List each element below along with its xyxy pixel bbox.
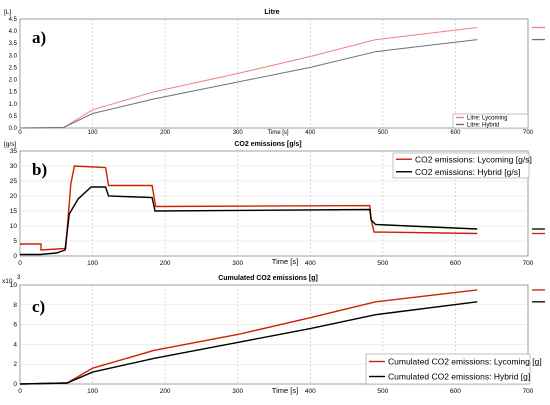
y-unit-label: [g/s] <box>4 141 16 148</box>
y-tick-label: 8 <box>13 302 17 309</box>
y-tick-label: 2.0 <box>9 78 18 84</box>
y-unit-label: [L] <box>4 9 11 16</box>
x-tick-label: 700 <box>523 260 534 267</box>
x-tick-label: 200 <box>160 130 171 136</box>
legend-label: Cumulated CO2 emissions: Lycoming [g] <box>388 357 542 367</box>
x-tick-label: 600 <box>450 260 461 267</box>
chart-title: CO2 emissions [g/s] <box>234 141 301 148</box>
panel-3: Cumulated CO2 emissions [g]x10 30 100 200 30… <box>2 275 545 395</box>
y-tick-label: 0.0 <box>9 126 18 132</box>
x-tick-label: 400 <box>305 260 316 267</box>
legend-box <box>392 152 530 179</box>
y-tick-label: 6 <box>13 322 17 329</box>
x-tick-label: 0 <box>18 388 22 395</box>
y-tick-label: 35 <box>10 148 18 155</box>
y-tick-label: 4.5 <box>9 17 18 23</box>
series-line-hybrid <box>19 39 478 129</box>
x-tick-label: 700 <box>523 130 534 136</box>
x-axis-label: Time [s] <box>272 257 298 266</box>
series-line-lycoming <box>19 27 478 129</box>
legend-label: Litre: Lycoming <box>467 116 507 122</box>
y-tick-label: 3.5 <box>9 41 18 47</box>
y-tick-label: 0 <box>13 253 17 260</box>
x-tick-label: 400 <box>305 130 316 136</box>
series-line-hybrid <box>19 301 478 385</box>
x-tick-label: 0 <box>18 130 22 136</box>
panel-1: Litre [L] 0 100 200 300 400 500 600 700 0.0 0.5 1.0 1… <box>4 9 545 136</box>
y-tick-label: 25 <box>10 178 18 185</box>
x-tick-label: 300 <box>232 388 243 395</box>
y-tick-label: 3.0 <box>9 53 18 59</box>
chart-title: Cumulated CO2 emissions [g] <box>218 275 318 282</box>
y-tick-label: 4.0 <box>9 29 18 35</box>
chart-title: Litre <box>264 9 279 16</box>
plot-area <box>19 18 529 129</box>
legend-label: CO2 emissions: Hybrid [g/s] <box>415 167 520 177</box>
y-tick-label: 1.5 <box>9 90 18 96</box>
panel-2: CO2 emissions [g/s][g/s]0 100 200 300 400 500… <box>4 141 545 267</box>
x-tick-label: 400 <box>305 388 316 395</box>
x-tick-label: 100 <box>87 388 98 395</box>
x-axis-label: Time [s] <box>267 130 288 136</box>
x-tick-label: 600 <box>450 130 461 136</box>
x-tick-label: 500 <box>378 130 389 136</box>
y-tick-label: 20 <box>10 193 18 200</box>
legend-box <box>365 353 531 385</box>
y-unit-label: x10 <box>2 278 13 285</box>
panel-label: c) <box>32 297 45 316</box>
series-line-hybrid <box>20 186 478 256</box>
y-tick-label: 0 <box>13 381 17 388</box>
y-tick-label: 1.0 <box>9 102 18 108</box>
y-unit-exponent: 3 <box>17 275 21 281</box>
y-tick-label: 10 <box>10 282 18 289</box>
x-tick-label: 300 <box>233 130 244 136</box>
y-tick-label: 15 <box>10 208 18 215</box>
y-tick-label: 10 <box>10 223 18 230</box>
x-axis-label: Time [s] <box>272 386 298 395</box>
panel-label: b) <box>32 160 47 179</box>
y-tick-label: 2 <box>13 361 17 368</box>
legend-label: CO2 emissions: Lycoming [g/s] <box>415 154 532 164</box>
y-tick-label: 2.5 <box>9 65 18 71</box>
y-tick-label: 0.5 <box>9 114 18 120</box>
x-tick-label: 600 <box>450 388 461 395</box>
x-tick-label: 200 <box>160 388 171 395</box>
legend-label: Litre: Hybrid <box>467 123 499 129</box>
y-tick-label: 30 <box>10 163 18 170</box>
y-tick-label: 5 <box>13 238 17 245</box>
x-tick-label: 500 <box>377 260 388 267</box>
legend-label: Cumulated CO2 emissions: Hybrid [g] <box>388 372 530 382</box>
x-tick-label: 100 <box>88 130 99 136</box>
y-tick-label: 4 <box>13 341 17 348</box>
x-tick-label: 500 <box>377 388 388 395</box>
panel-label: a) <box>32 28 46 47</box>
legend-box <box>452 113 529 129</box>
x-tick-label: 0 <box>18 260 22 267</box>
x-tick-label: 300 <box>232 260 243 267</box>
x-tick-label: 100 <box>87 260 98 267</box>
x-tick-label: 700 <box>523 388 534 395</box>
x-tick-label: 200 <box>160 260 171 267</box>
